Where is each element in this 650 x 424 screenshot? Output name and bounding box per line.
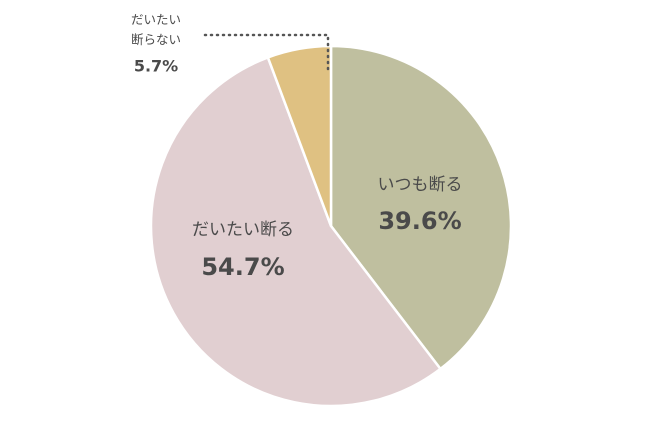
pie-slice [329,44,513,371]
value-label: 5.7% [134,57,178,76]
value-label: 54.7% [201,253,284,281]
slice-label: だいたい断らない [130,12,181,47]
slice-label: いつも断る [378,175,463,195]
pie-slice [266,44,333,227]
value-label: 39.6% [378,207,461,235]
leader-line [203,33,330,74]
pie-slice [149,55,443,408]
slice-label: だいたい断る [192,220,294,240]
